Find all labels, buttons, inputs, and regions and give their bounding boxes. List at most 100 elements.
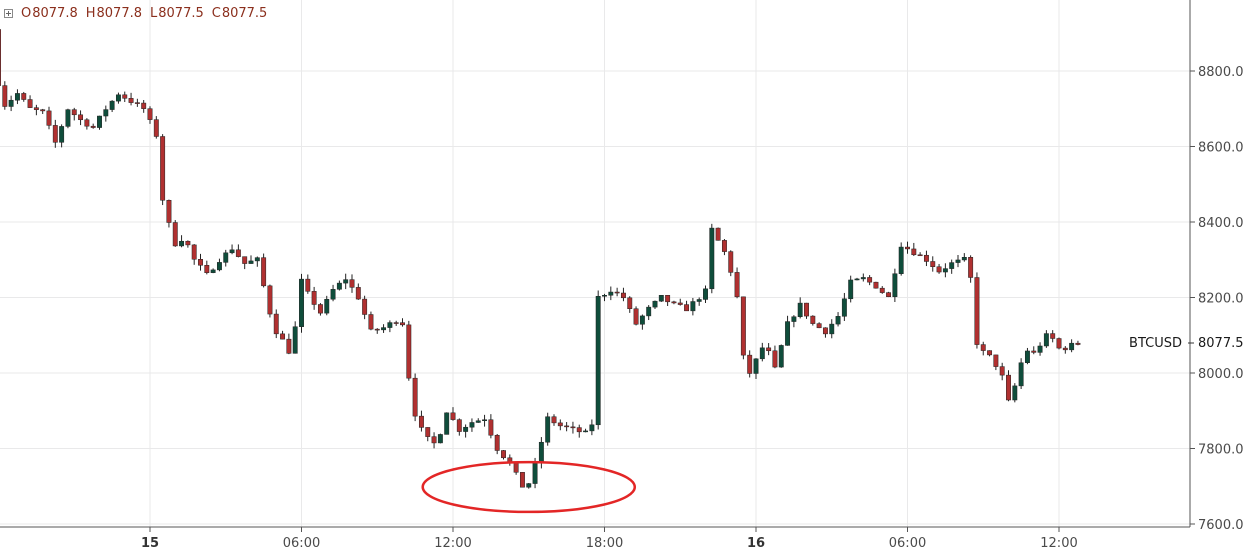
time-tick-label: 15	[141, 536, 159, 551]
candle	[52, 119, 58, 148]
candle-body	[8, 99, 14, 107]
candle-body	[103, 109, 109, 117]
candle	[778, 344, 784, 368]
candle	[78, 110, 84, 126]
candle-body	[374, 328, 380, 331]
candle-body	[968, 257, 974, 278]
candle-body	[797, 302, 803, 317]
candle-body	[324, 298, 330, 314]
candle	[103, 105, 109, 122]
candle	[646, 305, 652, 321]
candle-body	[993, 354, 999, 367]
price-tag-value: 8077.5	[1198, 336, 1244, 351]
expand-legend-icon[interactable]	[4, 9, 13, 18]
time-tick-label: 06:00	[889, 536, 926, 551]
candle-body	[59, 126, 65, 143]
time-axis[interactable]: 15 06:00 12:00 18:00 16 06:00 12:00	[141, 527, 1078, 551]
candle-body	[368, 314, 374, 330]
candle	[740, 296, 746, 360]
candle	[1031, 346, 1037, 355]
candle-body	[261, 257, 267, 287]
candle	[557, 419, 563, 431]
candle-body	[532, 462, 538, 484]
candle	[658, 295, 664, 302]
candle	[999, 362, 1005, 381]
candle-body	[179, 240, 185, 247]
candle	[8, 95, 14, 112]
candle	[469, 418, 475, 432]
candle	[690, 297, 696, 316]
candle-body	[469, 422, 475, 428]
candle	[709, 223, 715, 294]
candle-body	[450, 412, 456, 420]
candle-body	[362, 298, 368, 315]
candle-body	[463, 426, 469, 432]
candle-body	[829, 323, 835, 335]
candle	[71, 107, 77, 121]
candle	[343, 273, 349, 290]
candle	[936, 263, 942, 274]
candle-body	[747, 354, 753, 374]
candle-body	[109, 100, 115, 110]
candle	[804, 302, 809, 319]
candle	[475, 418, 481, 423]
candle	[286, 333, 292, 355]
candle	[513, 462, 519, 475]
candle	[450, 407, 456, 421]
candle	[892, 268, 898, 303]
low-point-annotation-ellipse	[421, 460, 637, 514]
candle-body	[987, 350, 993, 356]
candle-body	[1056, 338, 1062, 349]
candle-body	[501, 450, 506, 459]
candle-body	[759, 347, 765, 360]
ohlc-close: C8077.5	[211, 6, 268, 21]
candle	[703, 285, 708, 304]
candle	[185, 240, 191, 248]
candle-body	[242, 256, 248, 264]
candle	[923, 250, 929, 267]
candle	[324, 295, 330, 316]
candle	[1012, 383, 1018, 403]
candle	[147, 106, 153, 124]
candle-body	[355, 287, 361, 300]
candle	[993, 354, 999, 371]
candle-body	[21, 93, 27, 100]
candle	[602, 293, 607, 302]
candle-body	[570, 426, 576, 429]
candle	[431, 432, 437, 449]
candle-body	[778, 345, 784, 368]
candle-body	[223, 252, 229, 263]
price-axis[interactable]: 7600.0 7800.0 8000.0 8200.0 8400.0 8600.0 8800…	[1190, 65, 1244, 533]
candle-body	[684, 304, 690, 312]
candle-body	[444, 412, 450, 435]
candle	[652, 300, 658, 309]
candle	[589, 419, 595, 436]
candle	[229, 244, 235, 255]
candle-body	[153, 119, 159, 137]
ohlc-legend: O8077.8 H8077.8 L8077.5 C8077.5	[4, 6, 267, 21]
candle	[261, 253, 267, 288]
candle	[841, 292, 847, 321]
candle	[172, 220, 178, 247]
candle-body	[456, 419, 462, 432]
candle-body	[387, 322, 393, 328]
candle	[860, 273, 866, 282]
candle-body	[381, 327, 387, 331]
candle-body	[437, 434, 443, 444]
candle	[2, 81, 8, 110]
candle	[349, 274, 355, 293]
candle-body	[923, 254, 929, 262]
candle	[873, 281, 879, 289]
candle	[1075, 340, 1081, 346]
candle	[728, 250, 734, 277]
time-tick-label: 06:00	[283, 536, 320, 551]
candle	[1024, 347, 1030, 365]
candle	[84, 118, 90, 130]
candle	[223, 249, 229, 267]
candle-body	[942, 268, 948, 273]
candle	[564, 422, 570, 432]
candle-body	[822, 327, 828, 335]
candle-body	[696, 299, 702, 302]
candle	[21, 91, 27, 102]
candle-body	[97, 115, 102, 128]
